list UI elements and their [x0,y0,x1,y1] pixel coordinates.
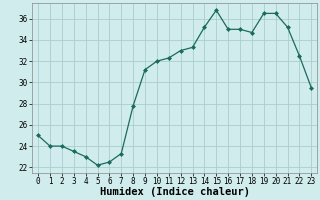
X-axis label: Humidex (Indice chaleur): Humidex (Indice chaleur) [100,187,250,197]
